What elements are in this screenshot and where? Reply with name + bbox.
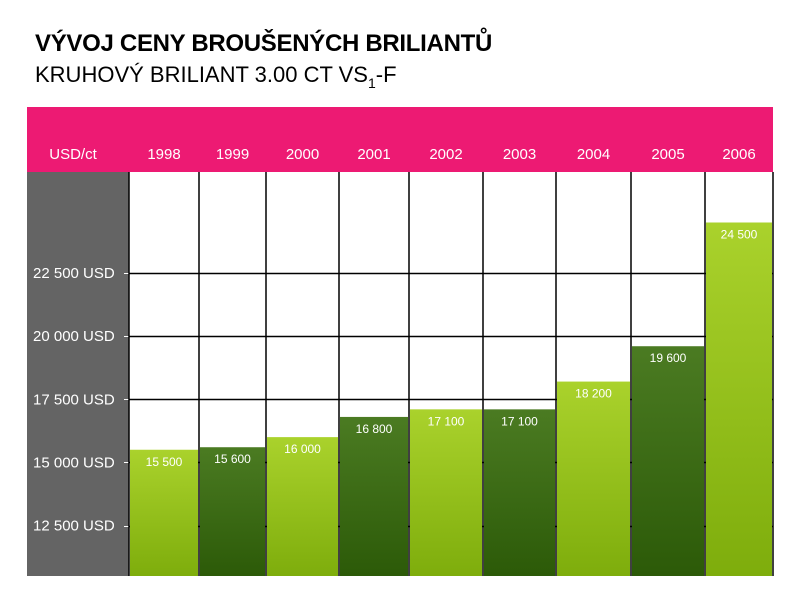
- data-label-2006: 24 500: [721, 228, 758, 242]
- unit-label: USD/ct: [49, 146, 97, 163]
- category-label-2005: 2005: [651, 146, 684, 163]
- bar-2005: [632, 346, 704, 576]
- data-label-2005: 19 600: [650, 351, 687, 365]
- data-label-2000: 16 000: [284, 442, 321, 456]
- data-label-1998: 15 500: [146, 455, 183, 469]
- subtitle-subscript: 1: [367, 75, 376, 91]
- header-band: [27, 107, 773, 172]
- bar-1999: [200, 447, 265, 576]
- category-label-1998: 1998: [147, 146, 180, 163]
- data-label-2002: 17 100: [428, 414, 465, 428]
- category-label-2003: 2003: [503, 146, 536, 163]
- y-tick-label: 12 500 USD: [33, 518, 115, 535]
- y-tick-labels: 12 500 USD 15 000 USD 17 500 USD 20 000 USD…: [33, 265, 115, 535]
- category-label-2004: 2004: [577, 146, 610, 163]
- data-label-2001: 16 800: [356, 422, 393, 436]
- category-label-2002: 2002: [429, 146, 462, 163]
- chart-subtitle: KRUHOVÝ BRILIANT 3.00 CT VS1-F: [35, 62, 397, 91]
- y-axis-panel: [27, 172, 129, 576]
- category-label-2006: 2006: [722, 146, 755, 163]
- bar-1998: [130, 449, 198, 576]
- bar-2000: [267, 437, 338, 576]
- y-tick-label: 15 000 USD: [33, 454, 115, 471]
- chart-title: VÝVOJ CENY BROUŠENÝCH BRILIANTŮ: [35, 30, 492, 57]
- category-label-2000: 2000: [286, 146, 319, 163]
- data-label-1999: 15 600: [214, 452, 251, 466]
- data-label-2003: 17 100: [501, 414, 538, 428]
- bar-2004: [557, 381, 630, 576]
- category-label-2001: 2001: [357, 146, 390, 163]
- y-tick-label: 22 500 USD: [33, 265, 115, 282]
- bar-2001: [340, 416, 408, 576]
- subtitle-main: KRUHOVÝ BRILIANT 3.00 CT VS: [35, 62, 368, 87]
- data-label-2004: 18 200: [575, 387, 612, 401]
- category-label-1999: 1999: [216, 146, 249, 163]
- category-labels: 1998 1999 2000 2001 2002 2003 2004 2005 2006: [147, 146, 755, 163]
- bar-2002: [410, 409, 482, 576]
- subtitle-end: -F: [375, 62, 397, 87]
- bars: 15 500 15 600 16 000 16 800 17 100 17 100 18 2…: [130, 222, 772, 576]
- y-tick-label: 20 000 USD: [33, 328, 115, 345]
- bar-2003: [484, 409, 555, 576]
- bar-2006: [706, 222, 772, 576]
- y-tick-label: 17 500 USD: [33, 391, 115, 408]
